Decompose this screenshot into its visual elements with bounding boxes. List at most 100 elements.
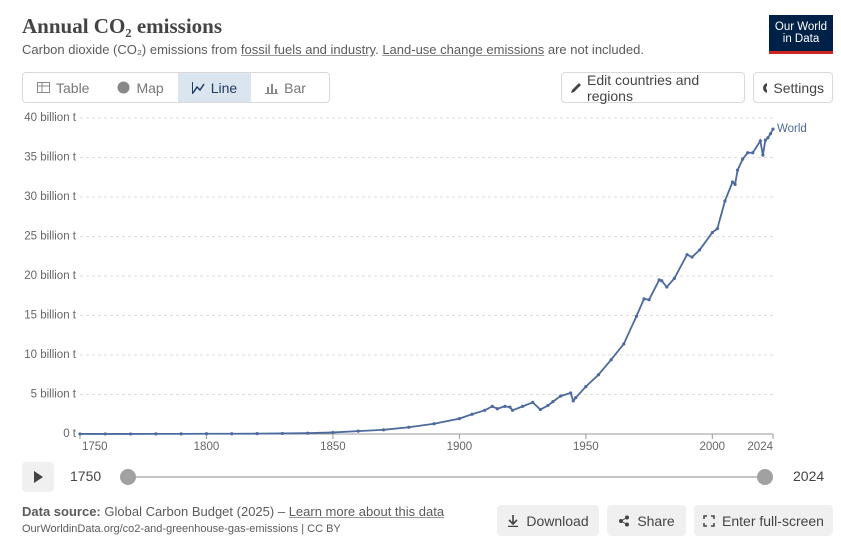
point bbox=[735, 168, 740, 172]
timeline-handle[interactable] bbox=[757, 469, 773, 485]
point bbox=[698, 248, 702, 252]
point bbox=[128, 432, 133, 436]
point bbox=[551, 400, 555, 404]
source-url[interactable]: OurWorldinData.org/co2-and-greenhouse-ga… bbox=[22, 523, 341, 535]
title-block: Annual CO₂ emissions bbox=[22, 14, 222, 39]
timeline-end: 2024 bbox=[793, 468, 825, 484]
icon bbox=[34, 471, 43, 483]
point bbox=[660, 279, 664, 283]
edit-button[interactable]: Edit countries and regions bbox=[561, 72, 745, 104]
point bbox=[685, 253, 689, 257]
tab-label: Table bbox=[56, 79, 90, 96]
tab-bar: Table Map Line Bar bbox=[22, 72, 330, 103]
y-tick-label: 30 billion t bbox=[24, 191, 77, 203]
point bbox=[483, 408, 487, 412]
point bbox=[508, 405, 512, 409]
y-tick-label: 10 billion t bbox=[24, 349, 77, 361]
download-button[interactable]: Download bbox=[497, 505, 599, 536]
point bbox=[634, 314, 639, 318]
tab[interactable]: Map bbox=[103, 73, 177, 102]
point bbox=[495, 407, 499, 411]
x-tick-label: 2024 bbox=[747, 441, 773, 453]
point bbox=[255, 432, 259, 436]
share-button[interactable]: Share bbox=[607, 505, 686, 536]
timeline-handle[interactable] bbox=[120, 469, 136, 485]
timeline-track bbox=[128, 476, 765, 478]
point bbox=[741, 157, 745, 161]
button-label: Enter full-screen bbox=[722, 512, 824, 529]
icon bbox=[117, 81, 130, 94]
point bbox=[751, 151, 755, 155]
y-tick-label: 35 billion t bbox=[24, 152, 77, 164]
source-label: Data source: bbox=[22, 504, 101, 519]
x-tick-label: 1900 bbox=[447, 441, 473, 453]
point bbox=[179, 432, 183, 436]
point bbox=[154, 432, 158, 436]
point bbox=[672, 276, 676, 280]
point bbox=[569, 391, 573, 395]
point bbox=[574, 396, 578, 400]
subtitle-link[interactable]: fossil fuels and industry bbox=[240, 42, 376, 57]
fullscreen-button[interactable]: Enter full-screen bbox=[694, 505, 833, 536]
tab-label: Line bbox=[210, 79, 238, 96]
subtitle-link[interactable]: Land-use change emissions bbox=[382, 42, 545, 57]
point bbox=[230, 432, 234, 436]
tab-label: Bar bbox=[284, 79, 306, 96]
point bbox=[457, 416, 461, 421]
settings-button[interactable]: Settings bbox=[753, 72, 833, 103]
point bbox=[503, 404, 507, 408]
point bbox=[381, 428, 386, 432]
chart-title: Annual CO₂ emissions bbox=[22, 14, 223, 38]
point bbox=[715, 227, 719, 231]
icon bbox=[703, 514, 715, 527]
series-line bbox=[79, 128, 774, 435]
tab-label: Map bbox=[136, 79, 164, 96]
icon bbox=[619, 515, 630, 526]
y-tick-label: 40 billion t bbox=[24, 112, 77, 124]
x-tick-label: 2000 bbox=[700, 441, 726, 453]
subtitle-text: are not included. bbox=[547, 42, 644, 57]
button-label: Settings bbox=[773, 79, 824, 96]
point bbox=[723, 199, 727, 203]
y-tick-label: 20 billion t bbox=[24, 270, 77, 282]
point bbox=[766, 136, 770, 140]
button-label: Download bbox=[526, 512, 589, 529]
point bbox=[538, 407, 542, 412]
point bbox=[730, 180, 735, 184]
tab[interactable]: Table bbox=[23, 73, 103, 102]
point bbox=[531, 400, 535, 404]
point bbox=[584, 385, 588, 389]
point bbox=[609, 358, 613, 362]
point bbox=[768, 132, 773, 136]
button-label: Share bbox=[637, 512, 675, 529]
point bbox=[596, 373, 601, 377]
y-tick-label: 0 t bbox=[63, 428, 77, 440]
point bbox=[521, 404, 525, 408]
icon bbox=[508, 514, 519, 527]
point bbox=[657, 278, 661, 282]
point bbox=[758, 139, 762, 143]
series-label: World bbox=[777, 123, 807, 135]
subtitle: Carbon dioxide (CO₂) emissions from foss… bbox=[22, 42, 644, 57]
icon bbox=[37, 82, 50, 93]
tab[interactable]: Bar bbox=[251, 73, 320, 102]
x-tick-label: 1850 bbox=[320, 441, 346, 453]
tab[interactable]: Line bbox=[177, 73, 252, 102]
learn-more-link[interactable]: Learn more about this data bbox=[288, 504, 445, 519]
point bbox=[665, 285, 669, 289]
x-tick-label: 1750 bbox=[82, 441, 108, 453]
point bbox=[546, 403, 550, 408]
play-button[interactable] bbox=[22, 462, 54, 492]
logo-text: Our World bbox=[774, 21, 828, 33]
logo[interactable]: Our World in Data bbox=[769, 15, 833, 54]
icon bbox=[191, 81, 205, 94]
point bbox=[647, 298, 651, 302]
source: Global Carbon Budget (2025) – bbox=[104, 504, 286, 519]
icon bbox=[265, 83, 279, 94]
icon bbox=[763, 82, 768, 93]
point bbox=[571, 399, 575, 403]
x-tick-label: 1800 bbox=[194, 441, 220, 453]
point bbox=[470, 412, 474, 416]
